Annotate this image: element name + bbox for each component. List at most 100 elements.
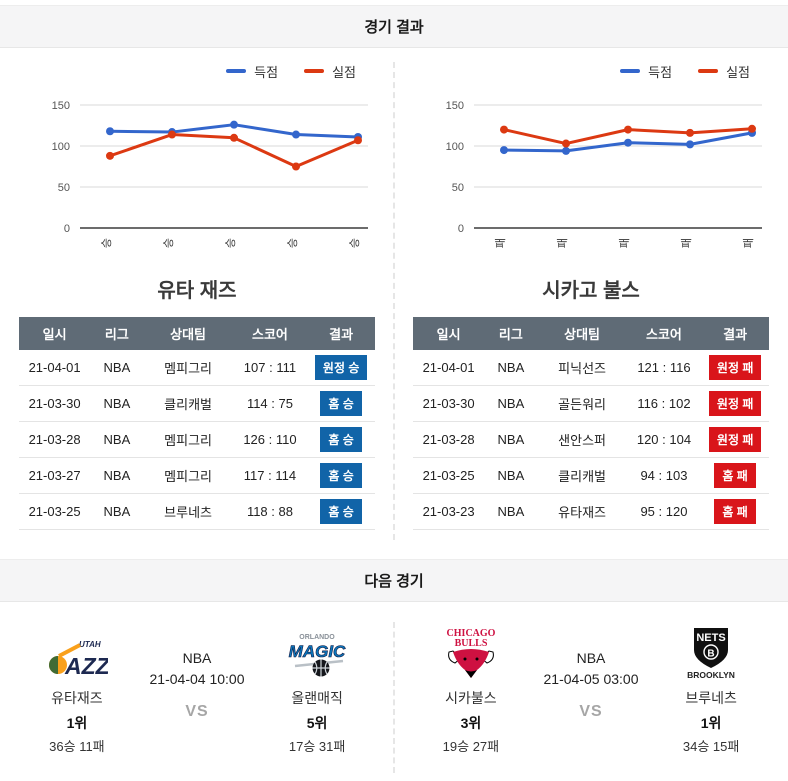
points-legend-dash-icon bbox=[226, 69, 247, 73]
svg-text:0: 0 bbox=[458, 223, 464, 235]
points-legend-label: 득점 bbox=[648, 64, 673, 80]
game-row: 21-03-27 NBA 멤피그리 117 : 114 홈 승 bbox=[19, 458, 375, 494]
legend-item-conceded: 실점 bbox=[698, 62, 750, 81]
game-score: 95 : 120 bbox=[640, 504, 688, 519]
game-opponent: 클리캐벌 bbox=[164, 397, 212, 412]
table-column-header: 스코어 bbox=[252, 327, 288, 342]
table-column-header: 결과 bbox=[329, 327, 354, 342]
game-league: NBA bbox=[103, 504, 131, 519]
game-score: 114 : 75 bbox=[246, 396, 293, 411]
svg-text:CHICAGO: CHICAGO bbox=[446, 628, 495, 639]
legend-item-conceded: 실점 bbox=[304, 62, 356, 81]
svg-text:100: 100 bbox=[446, 141, 464, 153]
points-legend-dash-icon bbox=[620, 69, 641, 73]
game-score: 121 : 116 bbox=[637, 360, 691, 375]
svg-text:패: 패 bbox=[742, 238, 755, 248]
conceded-legend-label: 실점 bbox=[726, 64, 750, 80]
right-team-title: 시카고 불스 bbox=[542, 280, 640, 302]
game-score: 118 : 88 bbox=[246, 504, 293, 519]
home-team-name: 유타재즈 bbox=[51, 690, 103, 706]
legend-item-points: 득점 bbox=[620, 62, 672, 81]
next-game-left: UTAH AZZ 유타재즈 1위 36승 11패 NBA 21-04-04 10… bbox=[0, 624, 394, 755]
game-date: 21-03-23 bbox=[422, 504, 475, 519]
svg-text:UTAH: UTAH bbox=[79, 640, 101, 649]
results-body: 득점 실점 0 50 100 150 승 승 승 승 승 유타 재즈 일시 리그 상대팀 스코어 결과 2… bbox=[0, 48, 788, 554]
left-team-column: 득점 실점 0 50 100 150 승 승 승 승 승 유타 재즈 일시 리그 상대팀 스코어 결과 2… bbox=[0, 48, 394, 554]
home-team-rank: 3위 bbox=[460, 715, 482, 731]
game-score: 120 : 104 bbox=[636, 432, 692, 447]
game-date: 21-04-01 bbox=[422, 360, 475, 375]
svg-text:승: 승 bbox=[224, 238, 237, 248]
game-opponent: 멤피그리 bbox=[164, 469, 212, 484]
game-date: 21-03-27 bbox=[28, 468, 81, 483]
utah-jazz-logo: UTAH AZZ bbox=[46, 624, 108, 680]
game-score: 116 : 102 bbox=[637, 396, 691, 411]
game-score: 117 : 114 bbox=[243, 468, 297, 483]
points-legend-label: 득점 bbox=[254, 64, 279, 80]
game-league: NBA bbox=[103, 360, 131, 375]
game-league: NBA bbox=[497, 468, 525, 483]
table-column-header: 리그 bbox=[104, 327, 129, 342]
table-column-header: 스코어 bbox=[646, 327, 682, 342]
game-date: 21-03-25 bbox=[28, 504, 81, 519]
result-badge-win: 홈 승 bbox=[320, 463, 362, 488]
matchup-info: NBA 21-04-05 03:00 VS bbox=[534, 624, 648, 755]
game-date: 21-03-25 bbox=[422, 468, 475, 483]
game-league: NBA bbox=[103, 432, 131, 447]
table-column-header: 상대팀 bbox=[170, 327, 207, 342]
svg-text:패: 패 bbox=[556, 238, 569, 248]
matchup-info: NBA 21-04-04 10:00 VS bbox=[140, 624, 254, 755]
result-badge-loss: 원정 패 bbox=[708, 355, 762, 380]
game-league: NBA bbox=[497, 396, 525, 411]
conceded-legend-label: 실점 bbox=[332, 64, 356, 80]
result-badge-win: 원정 승 bbox=[314, 355, 368, 380]
svg-text:BULLS: BULLS bbox=[455, 638, 488, 649]
game-league: NBA bbox=[497, 432, 525, 447]
vs-label: VS bbox=[579, 703, 603, 720]
game-row: 21-03-28 NBA 샌안스퍼 120 : 104 원정 패 bbox=[413, 422, 769, 458]
svg-text:승: 승 bbox=[162, 238, 175, 248]
game-opponent: 골든워리 bbox=[558, 397, 606, 412]
home-team-name: 시카불스 bbox=[445, 690, 497, 706]
game-score: 126 : 110 bbox=[243, 432, 297, 447]
game-opponent: 클리캐벌 bbox=[558, 469, 606, 484]
game-opponent: 유타재즈 bbox=[558, 505, 606, 520]
legend-item-points: 득점 bbox=[226, 62, 278, 81]
result-badge-loss: 원정 패 bbox=[708, 391, 762, 416]
game-row: 21-03-28 NBA 멤피그리 126 : 110 홈 승 bbox=[19, 422, 375, 458]
away-team-record: 34승 15패 bbox=[682, 739, 740, 754]
result-badge-win: 홈 승 bbox=[320, 427, 362, 452]
table-column-header: 일시 bbox=[42, 327, 67, 342]
vertical-dashed-divider bbox=[393, 622, 395, 773]
result-badge-loss: 홈 패 bbox=[714, 499, 756, 524]
svg-text:패: 패 bbox=[618, 238, 631, 248]
result-badge-loss: 홈 패 bbox=[714, 463, 756, 488]
results-section-header: 경기 결과 bbox=[0, 5, 788, 48]
orlando-magic-logo: ORLANDO MAGIC bbox=[285, 624, 349, 680]
away-team-record: 17승 31패 bbox=[288, 739, 346, 754]
conceded-legend-dash-icon bbox=[304, 69, 325, 73]
svg-text:NETS: NETS bbox=[696, 632, 725, 644]
conceded-legend-dash-icon bbox=[698, 69, 719, 73]
svg-text:AZZ: AZZ bbox=[64, 653, 108, 679]
game-league: NBA bbox=[103, 396, 131, 411]
game-opponent: 샌안스퍼 bbox=[558, 433, 606, 448]
svg-text:50: 50 bbox=[452, 182, 464, 194]
svg-text:50: 50 bbox=[58, 182, 70, 194]
svg-text:MAGIC: MAGIC bbox=[289, 642, 346, 661]
game-row: 21-03-25 NBA 클리캐벌 94 : 103 홈 패 bbox=[413, 458, 769, 494]
game-score: 94 : 103 bbox=[640, 468, 688, 483]
svg-text:150: 150 bbox=[446, 100, 464, 112]
table-column-header: 리그 bbox=[498, 327, 523, 342]
right-team-results-table: 일시 리그 상대팀 스코어 결과 21-04-01 NBA 피닉선즈 121 : 116 원정 패… bbox=[413, 317, 769, 530]
svg-text:패: 패 bbox=[494, 238, 507, 248]
right-team-column: 득점 실점 0 50 100 150 패 패 패 패 패 시카고 불스 일시 리그 상대팀 스코어 결과… bbox=[394, 48, 788, 554]
home-team-block: UTAH AZZ 유타재즈 1위 36승 11패 bbox=[14, 624, 140, 755]
game-score: 107 : 111 bbox=[243, 360, 297, 375]
game-date: 21-04-01 bbox=[28, 360, 81, 375]
game-date: 21-03-28 bbox=[28, 432, 81, 447]
table-header-row: 일시 리그 상대팀 스코어 결과 bbox=[413, 317, 769, 350]
home-team-block: CHICAGO BULLS 시카불스 3위 19승 27패 bbox=[408, 624, 534, 755]
away-team-block: NETS B BROOKLYN 브루네츠 1위 34승 15패 bbox=[648, 624, 774, 755]
game-date: 21-03-30 bbox=[28, 396, 81, 411]
